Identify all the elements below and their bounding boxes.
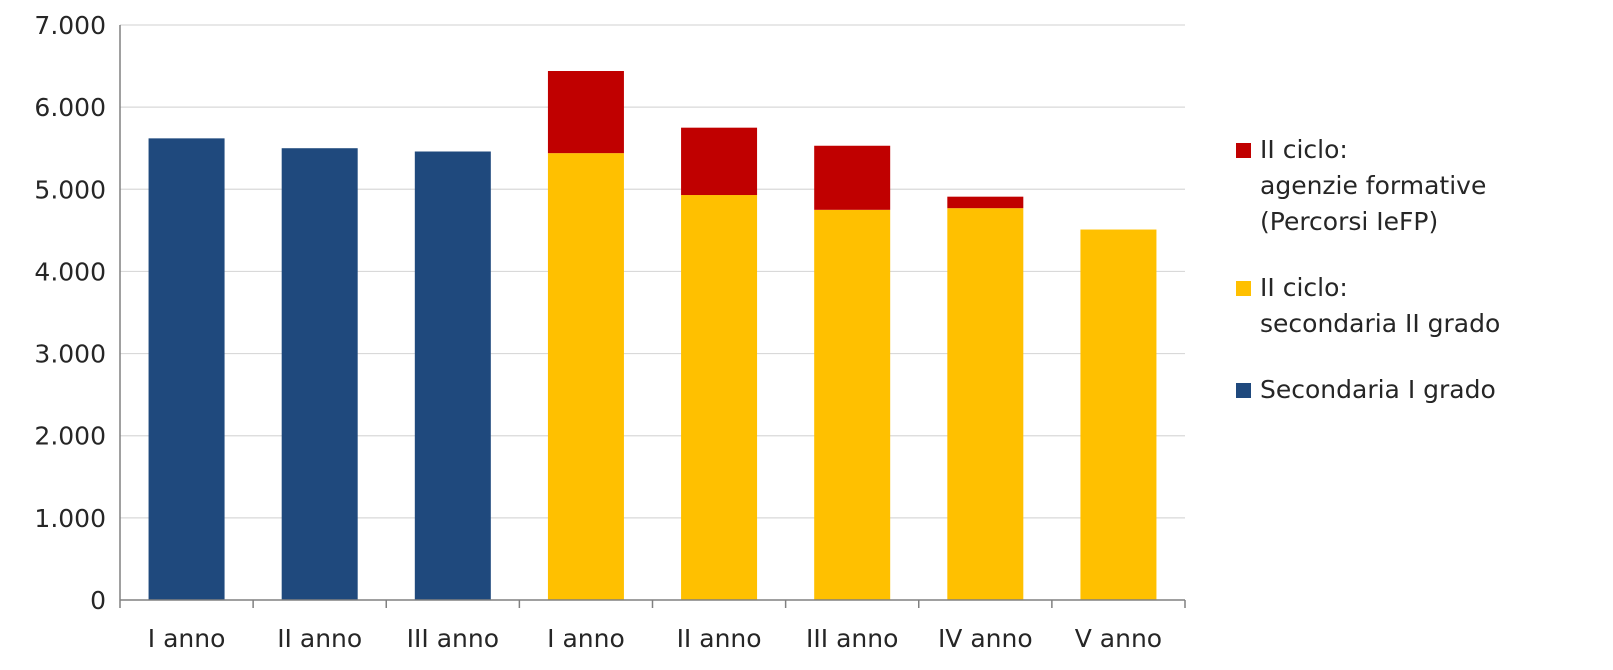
tick-labels: 0 1.000 2.000 3.000 4.000 5.000 6.000 7.000 I an…: [34, 11, 1162, 653]
y-tick-label: 7.000: [34, 11, 106, 40]
x-tick-label: V anno: [1075, 624, 1162, 653]
legend-label: Secondaria I grado: [1260, 375, 1496, 404]
bars: [148, 71, 1157, 601]
bar-segment: [547, 71, 624, 154]
legend-swatch: [1236, 143, 1251, 158]
legend-item: Secondaria I grado: [1232, 372, 1602, 408]
x-tick-label: I anno: [148, 624, 226, 653]
y-tick-label: 5.000: [34, 175, 106, 204]
x-tick-label: III anno: [407, 624, 499, 653]
legend-item: II ciclo: agenzie formative (Percorsi Ie…: [1232, 132, 1602, 240]
y-tick-label: 0: [90, 586, 106, 615]
y-tick-label: 4.000: [34, 257, 106, 286]
gridlines: [120, 24, 1185, 519]
legend-swatch: [1236, 281, 1251, 296]
bar-segment: [681, 127, 758, 196]
legend: II ciclo: agenzie formative (Percorsi Ie…: [1232, 132, 1602, 408]
legend-item: II ciclo: secondaria II grado: [1232, 270, 1602, 342]
x-tick-label: IV anno: [938, 624, 1033, 653]
y-tick-label: 1.000: [34, 504, 106, 533]
y-tick-label: 6.000: [34, 93, 106, 122]
bar-segment: [414, 151, 491, 600]
bar-segment: [281, 148, 358, 600]
x-tick-label: I anno: [547, 624, 625, 653]
bar-segment: [148, 138, 225, 600]
bar-segment: [947, 196, 1024, 209]
y-tick-label: 3.000: [34, 340, 106, 369]
y-tick-label: 2.000: [34, 422, 106, 451]
bar-segment: [1080, 229, 1157, 601]
legend-swatch: [1236, 383, 1251, 398]
x-tick-label: II anno: [277, 624, 362, 653]
bar-segment: [814, 209, 891, 601]
bar-segment: [681, 195, 758, 601]
bar-segment: [947, 208, 1024, 600]
bar-segment: [547, 153, 624, 600]
bar-segment: [814, 145, 891, 210]
legend-label: II ciclo: agenzie formative (Percorsi Ie…: [1260, 135, 1487, 236]
x-tick-label: III anno: [806, 624, 898, 653]
legend-label: II ciclo: secondaria II grado: [1260, 273, 1501, 338]
x-tick-label: II anno: [677, 624, 762, 653]
axes: [119, 25, 1186, 608]
